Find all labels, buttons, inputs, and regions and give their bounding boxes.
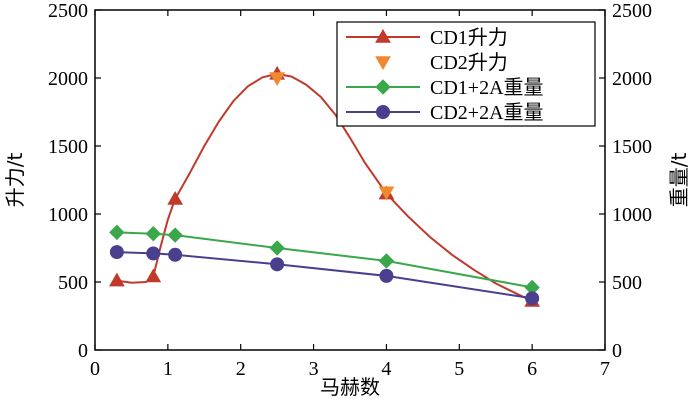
x-tick-label: 3 [309,358,319,380]
data-point [109,224,125,241]
x-tick-label: 2 [236,358,246,380]
data-point [145,268,162,283]
legend-marker [376,105,390,119]
y-axis-title-right: 重量/t [667,153,691,208]
x-tick-label: 6 [527,358,537,380]
plot-area [94,9,606,351]
y-tick-label-right: 0 [612,340,622,362]
y-tick-label-right: 2000 [612,68,652,90]
series-2 [269,72,395,201]
legend-item: CD1+2A重量 [346,76,544,99]
data-point [168,247,183,262]
y-tick-label-right: 2500 [612,0,652,22]
y-tick-label-right: 500 [612,272,642,294]
legend-marker [375,28,391,43]
data-point [167,227,183,243]
data-point [108,272,125,287]
data-point [146,246,161,261]
legend-marker [375,79,391,95]
x-tick-label: 1 [163,358,173,380]
y-tick-label-left: 500 [58,272,88,294]
y-tick-label-left: 1000 [48,204,88,226]
y-axis-title-left: 升力/t [3,153,27,208]
y-tick-label-right: 1500 [612,136,652,158]
series-line [116,72,533,302]
legend-label: CD1升力 [430,26,508,49]
x-tick-label: 7 [600,358,610,380]
legend-item: CD2+2A重量 [346,101,544,124]
data-point [167,191,184,205]
legend-label: CD1+2A重量 [430,76,544,99]
series-3 [109,224,540,296]
data-point [269,240,285,256]
data-point [378,186,395,201]
legend-item: CD2升力 [375,51,508,74]
data-point [378,253,395,269]
x-tick-label: 5 [454,358,464,380]
data-point [379,268,394,283]
data-point [145,226,161,242]
data-point [109,245,124,260]
legend-marker [375,56,391,71]
y-tick-label-left: 2500 [48,0,88,22]
y-tick-label-right: 1000 [612,204,652,226]
legend-label: CD2升力 [430,51,508,74]
series-layer [108,65,541,307]
x-axis-title: 马赫数 [320,375,380,399]
y-tick-label-left: 2000 [48,68,88,90]
x-tick-label: 0 [90,358,100,380]
ticks: 0 1 2 3 4 5 6 705001000150020002500050010001500… [48,0,652,380]
y-tick-label-left: 0 [78,340,88,362]
plot-frame [94,9,606,351]
legend-item: CD1升力 [346,26,508,49]
data-point [270,257,285,272]
series-4 [109,245,540,306]
data-point [269,72,286,87]
x-tick-label: 4 [381,358,391,380]
y-tick-label-left: 1500 [48,136,88,158]
data-point [525,291,540,306]
legend-label: CD2+2A重量 [430,101,544,124]
